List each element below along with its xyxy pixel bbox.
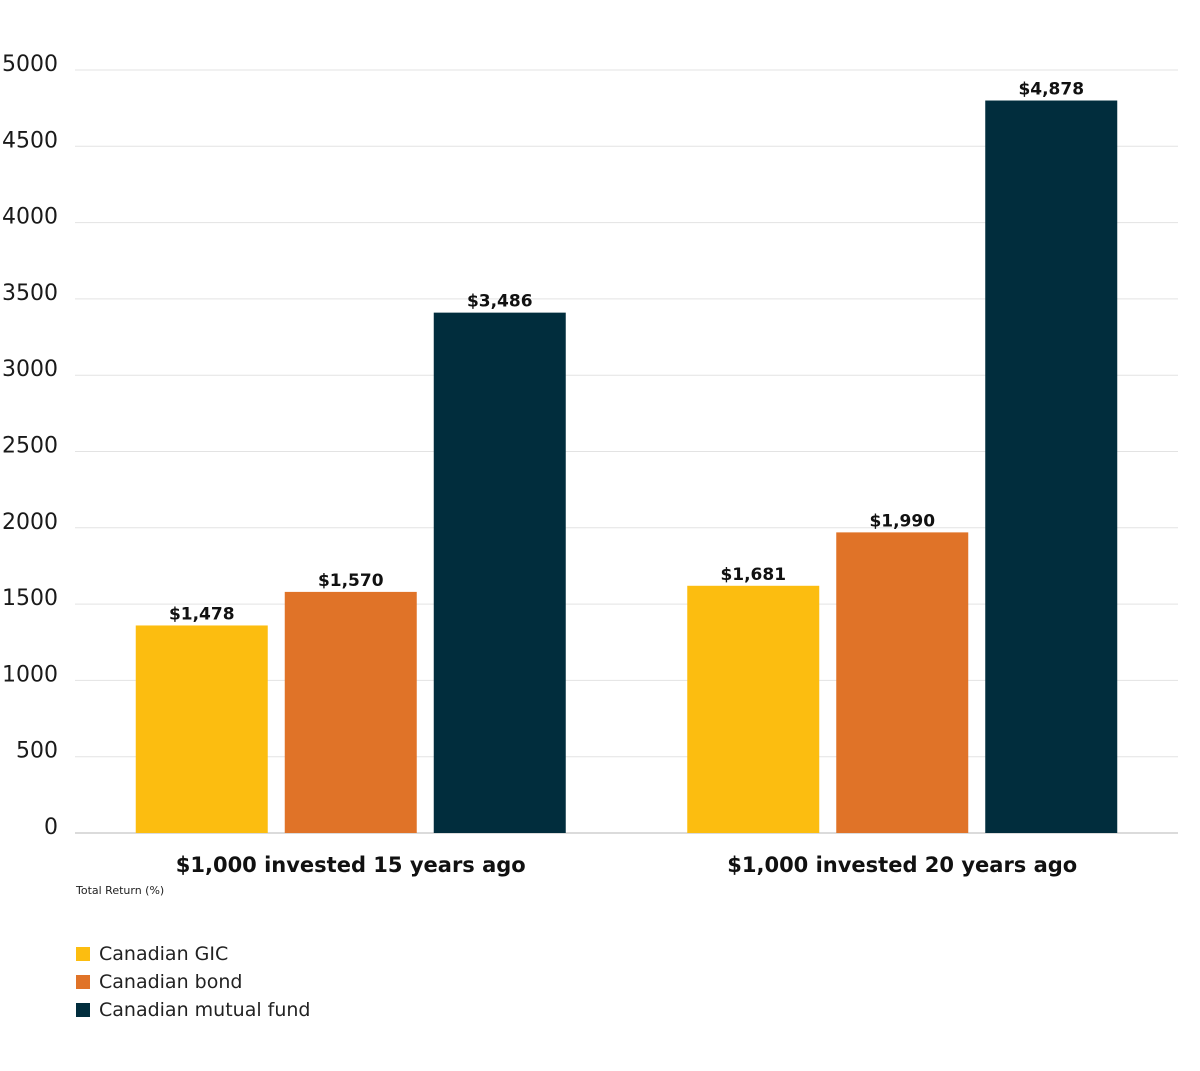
bar [687, 585, 820, 833]
legend: Canadian GIC Canadian bond Canadian mutual… [76, 940, 311, 1024]
legend-item: Canadian GIC [76, 940, 311, 968]
bar-value-label: $1,478 [169, 604, 235, 624]
legend-swatch [76, 1003, 90, 1017]
bar [135, 625, 268, 833]
bar-chart: 0 500 1000 1500 2000 2500 3000 3500 4000 4500 5000… [2, 52, 1178, 877]
y-tick-label: 2000 [2, 510, 58, 535]
bar-value-label: $1,681 [720, 565, 786, 585]
footnote: Total Return (%) [76, 884, 165, 897]
bar [836, 532, 969, 833]
bars [135, 100, 1118, 833]
y-tick-label: 2500 [2, 434, 58, 459]
x-category-label: $1,000 invested 20 years ago [727, 853, 1077, 877]
legend-label: Canadian GIC [99, 943, 229, 965]
y-tick-label: 1000 [2, 662, 58, 687]
bar-value-label: $1,570 [318, 571, 384, 591]
y-tick-label: 5000 [2, 52, 58, 77]
value-labels: $1,478 $1,570 $3,486 $1,681 $1,990 $4,878 [169, 80, 1084, 625]
y-tick-label: 4000 [2, 205, 58, 230]
y-tick-label: 500 [16, 739, 58, 764]
legend-swatch [76, 947, 90, 961]
x-category-label: $1,000 invested 15 years ago [176, 853, 526, 877]
bar [985, 100, 1118, 833]
bar [284, 591, 417, 833]
bar-value-label: $3,486 [467, 292, 533, 312]
bar [433, 312, 566, 833]
bar-value-label: $1,990 [869, 511, 935, 531]
y-axis-ticks: 0 500 1000 1500 2000 2500 3000 3500 4000 4500 5000 [2, 52, 58, 840]
y-tick-label: 3500 [2, 281, 58, 306]
legend-item: Canadian mutual fund [76, 996, 311, 1024]
y-tick-label: 3000 [2, 357, 58, 382]
legend-label: Canadian mutual fund [99, 999, 311, 1021]
y-tick-label: 0 [44, 815, 58, 840]
legend-label: Canadian bond [99, 971, 243, 993]
legend-item: Canadian bond [76, 968, 311, 996]
x-axis-categories: $1,000 invested 15 years ago $1,000 inves… [176, 853, 1078, 877]
legend-swatch [76, 975, 90, 989]
y-tick-label: 4500 [2, 128, 58, 153]
y-tick-label: 1500 [2, 586, 58, 611]
bar-value-label: $4,878 [1018, 80, 1084, 100]
